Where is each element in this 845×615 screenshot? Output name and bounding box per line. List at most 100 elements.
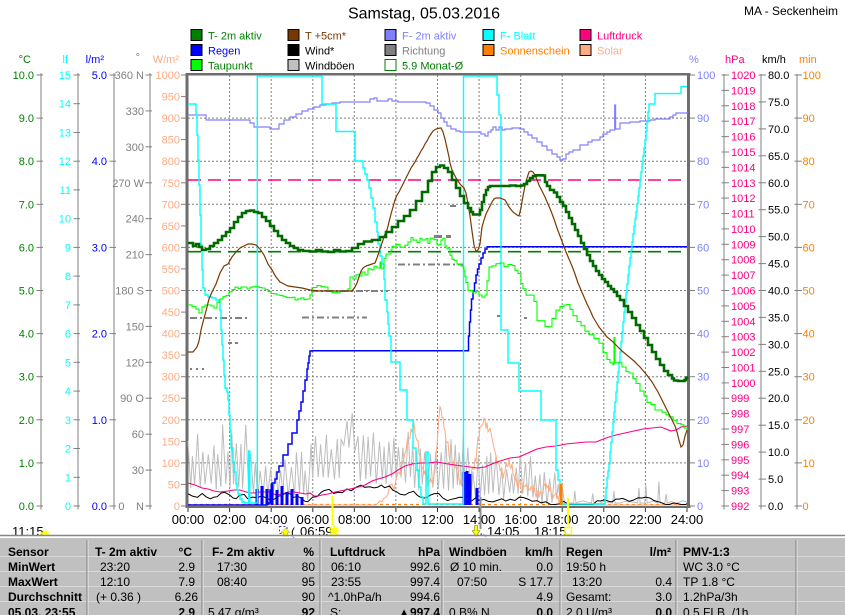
- svg-text:120: 120: [126, 357, 144, 369]
- svg-text:992.6: 992.6: [410, 560, 440, 574]
- svg-text:13:20: 13:20: [572, 575, 602, 589]
- svg-text:1001: 1001: [731, 363, 755, 375]
- svg-text:Luftdruck: Luftdruck: [597, 31, 643, 43]
- svg-text:PMV-1:3: PMV-1:3: [683, 545, 730, 559]
- svg-text:70.0: 70.0: [768, 124, 789, 136]
- svg-text:5.0: 5.0: [19, 286, 34, 298]
- svg-text:0.4: 0.4: [655, 575, 672, 589]
- svg-text:200: 200: [162, 415, 180, 427]
- svg-text:12:00: 12:00: [421, 512, 454, 527]
- svg-text:998: 998: [731, 409, 749, 421]
- svg-text:0.5 FLB. /1h: 0.5 FLB. /1h: [683, 606, 748, 615]
- svg-text:km/h: km/h: [762, 54, 786, 66]
- svg-text:Gesamt:: Gesamt:: [566, 590, 611, 604]
- svg-text:3.0: 3.0: [19, 372, 34, 384]
- svg-text:992: 992: [731, 501, 749, 513]
- svg-text:7: 7: [65, 300, 71, 312]
- svg-text:1.0: 1.0: [19, 458, 34, 470]
- svg-text:T- 2m aktiv: T- 2m aktiv: [95, 545, 157, 559]
- svg-text:450: 450: [162, 307, 180, 319]
- svg-text:l/m²: l/m²: [650, 545, 671, 559]
- svg-text:7.9: 7.9: [178, 575, 195, 589]
- svg-text:0: 0: [118, 501, 124, 513]
- svg-text:l/m²: l/m²: [86, 54, 105, 66]
- svg-text:300: 300: [162, 372, 180, 384]
- svg-text:10.0: 10.0: [768, 447, 789, 459]
- svg-text:270 W: 270 W: [112, 178, 144, 190]
- svg-text:5.0: 5.0: [92, 70, 107, 82]
- svg-text:50: 50: [697, 286, 709, 298]
- svg-text:F- Blatt: F- Blatt: [500, 31, 535, 43]
- svg-text:Solar: Solar: [597, 46, 623, 58]
- svg-text:1013: 1013: [731, 178, 755, 190]
- svg-text:0.0: 0.0: [768, 501, 783, 513]
- svg-text:%: %: [303, 545, 314, 559]
- svg-text:Sensor: Sensor: [8, 545, 49, 559]
- svg-text:20: 20: [803, 415, 815, 427]
- svg-text:6.0: 6.0: [19, 242, 34, 254]
- svg-text:90: 90: [302, 590, 316, 604]
- svg-text:0 B% N: 0 B% N: [449, 606, 490, 615]
- svg-text:600: 600: [162, 242, 180, 254]
- svg-text:1011: 1011: [731, 209, 755, 221]
- svg-text:92: 92: [302, 606, 316, 615]
- svg-text:330: 330: [126, 106, 144, 118]
- svg-text:Ø 10 min.: Ø 10 min.: [450, 560, 502, 574]
- svg-text:950: 950: [162, 92, 180, 104]
- svg-text:14:00: 14:00: [463, 512, 496, 527]
- svg-text:1008: 1008: [731, 255, 755, 267]
- svg-text:°C: °C: [19, 54, 31, 66]
- svg-text:23:20: 23:20: [100, 560, 130, 574]
- svg-text:8: 8: [65, 271, 71, 283]
- svg-text:1009: 1009: [731, 239, 755, 251]
- svg-text:65.0: 65.0: [768, 151, 789, 163]
- svg-text:WC 3.0 °C: WC 3.0 °C: [683, 560, 740, 574]
- svg-text:800: 800: [162, 156, 180, 168]
- svg-text:0.0: 0.0: [92, 501, 107, 513]
- svg-text:210: 210: [126, 250, 144, 262]
- svg-text:700: 700: [162, 199, 180, 211]
- svg-text:6.26: 6.26: [175, 590, 199, 604]
- svg-text:08:00: 08:00: [338, 512, 371, 527]
- svg-text:996: 996: [731, 439, 749, 451]
- svg-text:MA - Seckenheim: MA - Seckenheim: [744, 4, 838, 18]
- svg-text:hPa: hPa: [418, 545, 440, 559]
- svg-text:0: 0: [697, 501, 703, 513]
- svg-text:18:00: 18:00: [546, 512, 579, 527]
- svg-text:Richtung: Richtung: [402, 46, 445, 58]
- svg-text:1014: 1014: [731, 162, 755, 174]
- svg-text:0.0: 0.0: [655, 606, 672, 615]
- svg-text:20: 20: [697, 415, 709, 427]
- svg-text:MaxWert: MaxWert: [8, 575, 58, 589]
- svg-text:10: 10: [59, 214, 71, 226]
- svg-text:60: 60: [697, 242, 709, 254]
- svg-text:Windböen: Windböen: [449, 545, 507, 559]
- svg-text:1018: 1018: [731, 101, 755, 113]
- svg-text:3.0: 3.0: [655, 590, 672, 604]
- svg-text:997.4: 997.4: [410, 575, 440, 589]
- svg-text:02:00: 02:00: [213, 512, 246, 527]
- svg-text:80: 80: [803, 156, 815, 168]
- svg-text:07:50: 07:50: [457, 575, 487, 589]
- svg-text:04:00: 04:00: [255, 512, 288, 527]
- svg-text:2: 2: [65, 444, 71, 456]
- svg-text:Sonnenschein: Sonnenschein: [500, 46, 570, 58]
- svg-text:1015: 1015: [731, 147, 755, 159]
- svg-text:4.0: 4.0: [92, 156, 107, 168]
- svg-text:0: 0: [65, 501, 71, 513]
- svg-text:0.0: 0.0: [19, 501, 34, 513]
- svg-text:90: 90: [803, 113, 815, 125]
- svg-text:60: 60: [803, 242, 815, 254]
- svg-text:50: 50: [803, 286, 815, 298]
- svg-text:240: 240: [126, 214, 144, 226]
- svg-text:80: 80: [697, 156, 709, 168]
- svg-text:10: 10: [803, 458, 815, 470]
- svg-text:1020: 1020: [731, 70, 755, 82]
- svg-text:lf: lf: [63, 54, 69, 66]
- svg-text:06:00: 06:00: [297, 512, 330, 527]
- svg-text:Regen: Regen: [208, 46, 240, 58]
- svg-text:06:10: 06:10: [331, 560, 361, 574]
- svg-text:23:55: 23:55: [331, 575, 361, 589]
- svg-text:MinWert: MinWert: [8, 560, 55, 574]
- svg-text:40: 40: [697, 329, 709, 341]
